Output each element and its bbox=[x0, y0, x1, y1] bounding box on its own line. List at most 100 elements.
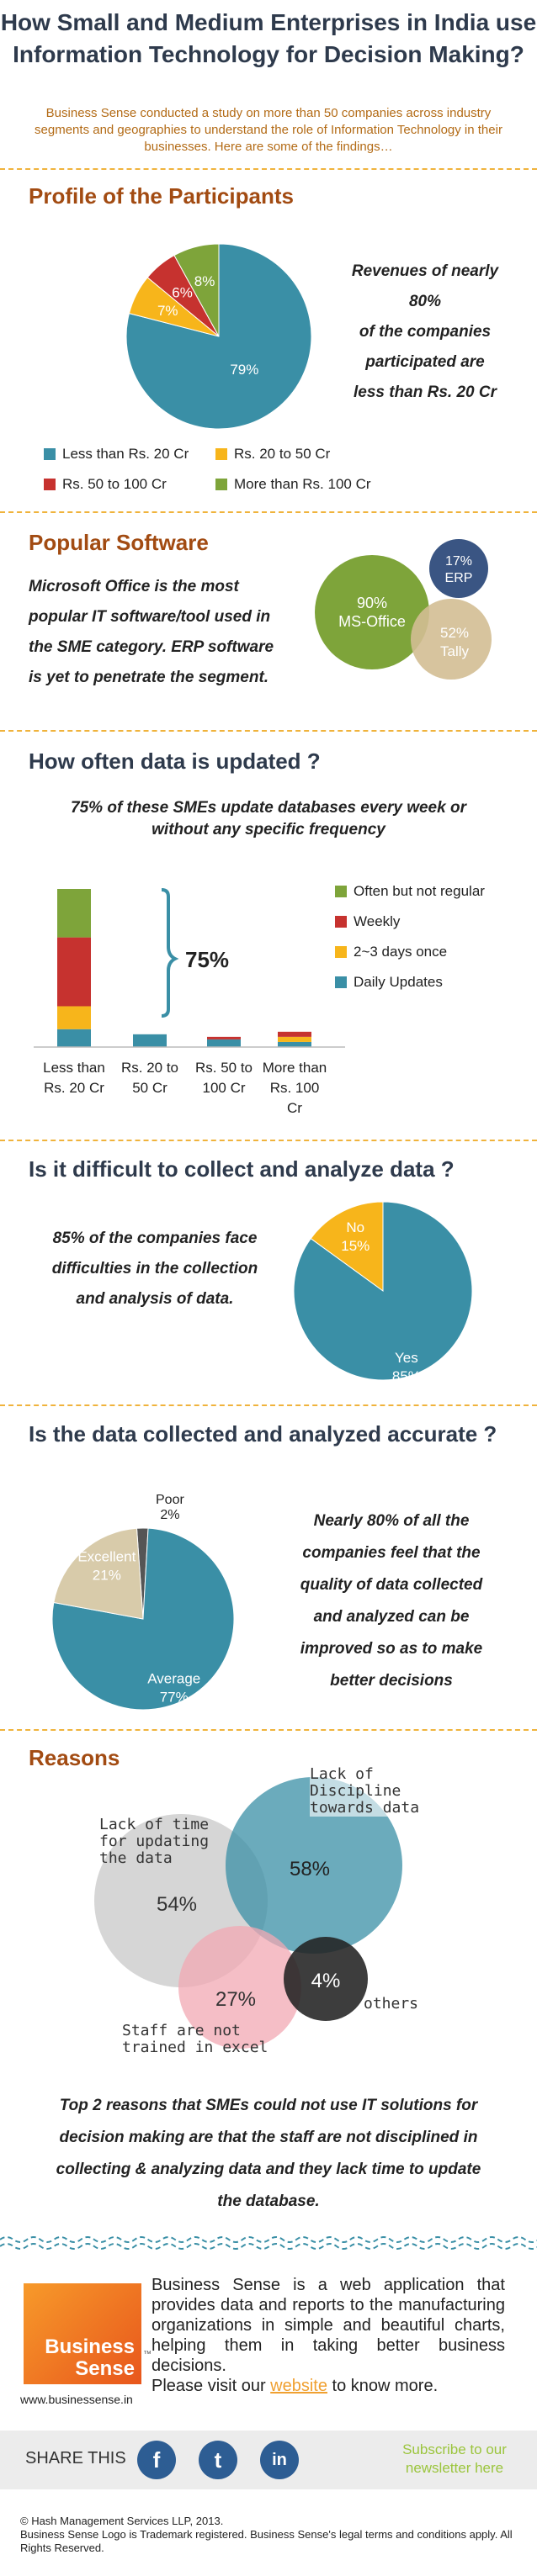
subscribe-line: Subscribe to our bbox=[402, 2441, 507, 2457]
legend-swatch bbox=[44, 479, 56, 490]
pie-slice bbox=[310, 1201, 384, 1292]
logo-tm: ™ bbox=[143, 2350, 152, 2359]
bubble-label: ERP bbox=[445, 571, 473, 585]
subscribe-line: newsletter here bbox=[405, 2460, 504, 2476]
legend-item: More than Rs. 100 Cr bbox=[215, 476, 371, 493]
update-subtitle: 75% of these SMEs update databases every… bbox=[25, 797, 512, 841]
label-time: Lack of time for updating the data bbox=[99, 1817, 209, 1867]
slice-label: No bbox=[346, 1219, 364, 1235]
bar-segment bbox=[57, 1029, 91, 1047]
category-label: Cr bbox=[287, 1100, 302, 1116]
bubble-tally bbox=[411, 599, 492, 680]
section-heading-update: How often data is updated ? bbox=[29, 748, 321, 774]
visit-suffix: to know more. bbox=[327, 2377, 439, 2395]
slice-value: 6% bbox=[172, 284, 193, 300]
accurate-text: Nearly 80% of all the companies feel tha… bbox=[269, 1505, 513, 1697]
label-others: others bbox=[364, 1995, 419, 2013]
reasons-bubble-chart: 54% 58% 27% 4% bbox=[94, 1777, 402, 2049]
bracket bbox=[161, 888, 179, 1018]
legend-label: Weekly bbox=[354, 913, 401, 929]
bracket-label: 75% bbox=[185, 947, 229, 972]
subscribe-link[interactable]: Subscribe to our newsletter here bbox=[387, 2441, 522, 2478]
twitter-icon[interactable]: t bbox=[199, 2441, 237, 2479]
bar-segment bbox=[57, 1006, 91, 1029]
label-line: Lack of time bbox=[99, 1816, 210, 1833]
logo-text: Sense bbox=[75, 2357, 135, 2380]
text-line: the SME category. ERP software bbox=[29, 638, 274, 656]
business-sense-logo: Business Sense ™ bbox=[24, 2283, 152, 2384]
slice-value: 2% bbox=[160, 1508, 180, 1522]
text-line: Microsoft Office is the most bbox=[29, 578, 239, 595]
slice-label: Excellent bbox=[77, 1549, 136, 1565]
accuracy-pie-chart: Average 77% Excellent 21% bbox=[51, 1527, 235, 1711]
divider bbox=[0, 168, 537, 170]
section-heading-difficult: Is it difficult to collect and analyze d… bbox=[29, 1156, 455, 1182]
bubble-others bbox=[284, 1937, 368, 2021]
copyright: © Hash Management Services LLP, 2013. bbox=[20, 2515, 224, 2527]
bar-segment bbox=[57, 937, 91, 1007]
bubble-value: 17% bbox=[445, 554, 472, 569]
visit-prefix: Please visit our bbox=[152, 2377, 271, 2395]
label-discipline: Lack of Discipline towards data bbox=[310, 1766, 420, 1817]
slice-value: 21% bbox=[93, 1568, 121, 1584]
section-heading-accurate: Is the data collected and analyzed accur… bbox=[29, 1421, 497, 1447]
bubble-value: 58% bbox=[290, 1858, 330, 1880]
legend-label: Rs. 50 to 100 Cr bbox=[62, 476, 167, 492]
bubble-discipline bbox=[226, 1777, 402, 1954]
footer: © Hash Management Services LLP, 2013. Bu… bbox=[20, 2515, 517, 2555]
intro-text: Business Sense conducted a study on more… bbox=[35, 106, 502, 154]
category-label: 50 Cr bbox=[132, 1080, 167, 1096]
title-line-1: How Small and Medium Enterprises in Indi… bbox=[0, 9, 537, 35]
label-line: for updating bbox=[99, 1833, 210, 1850]
bubble-value: 90% bbox=[357, 595, 387, 611]
text-line: difficulties in the collection bbox=[51, 1260, 258, 1277]
wave-divider bbox=[0, 2236, 537, 2250]
facebook-icon[interactable]: f bbox=[137, 2441, 176, 2479]
subtitle-line: without any specific frequency bbox=[152, 821, 385, 838]
legend-label: Less than Rs. 20 Cr bbox=[62, 446, 189, 462]
legend-label: Rs. 20 to 50 Cr bbox=[234, 446, 331, 462]
callout-line: Revenues of nearly bbox=[351, 262, 499, 280]
text-line: 85% of the companies face bbox=[52, 1230, 258, 1247]
text-line: popular IT software/tool used in bbox=[29, 608, 271, 626]
website-link[interactable]: website bbox=[270, 2377, 327, 2395]
legend-swatch bbox=[44, 448, 56, 460]
legend-item: 2~3 days once bbox=[335, 944, 447, 960]
linkedin-icon[interactable]: in bbox=[260, 2441, 299, 2479]
legend-swatch bbox=[335, 976, 347, 988]
bubble-erp bbox=[429, 539, 488, 598]
callout-line: less than Rs. 20 Cr bbox=[353, 383, 497, 401]
label-line: Discipline bbox=[310, 1782, 401, 1800]
text-line: Top 2 reasons that SMEs could not use IT… bbox=[59, 2097, 478, 2114]
page-title: How Small and Medium Enterprises in Indi… bbox=[0, 7, 537, 71]
legend-item: Rs. 50 to 100 Cr bbox=[44, 476, 167, 493]
slice-label: Yes bbox=[395, 1350, 418, 1366]
bar-segment bbox=[278, 1036, 311, 1042]
bubble-value: 27% bbox=[215, 1988, 256, 2011]
legend-swatch bbox=[215, 448, 227, 460]
section-heading-profile: Profile of the Participants bbox=[29, 183, 294, 209]
legend-item: Daily Updates bbox=[335, 974, 443, 991]
legend-swatch bbox=[335, 916, 347, 928]
text-line: is yet to penetrate the segment. bbox=[29, 669, 269, 686]
divider bbox=[0, 1140, 537, 1141]
slice-value: 15% bbox=[341, 1238, 370, 1254]
bar-segment bbox=[278, 1041, 311, 1047]
bubble-staff bbox=[178, 1926, 301, 2049]
legend-label: Often but not regular bbox=[354, 883, 485, 899]
subtitle-line: 75% of these SMEs update databases every… bbox=[71, 799, 466, 817]
legend-swatch bbox=[335, 946, 347, 958]
text-line: and analysis of data. bbox=[76, 1290, 234, 1308]
section-heading-software: Popular Software bbox=[29, 530, 209, 555]
difficult-text: 85% of the companies face difficulties i… bbox=[29, 1224, 281, 1314]
slice-value: 85% bbox=[392, 1368, 421, 1383]
reasons-conclusion: Top 2 reasons that SMEs could not use IT… bbox=[25, 2090, 512, 2218]
share-bar: SHARE THIS f t in Subscribe to our newsl… bbox=[0, 2431, 537, 2489]
profile-callout: Revenues of nearly 80% of the companies … bbox=[332, 257, 518, 408]
bar-segment bbox=[207, 1036, 241, 1039]
bar-segment bbox=[278, 1031, 311, 1037]
bubble-label: Tally bbox=[440, 643, 470, 659]
legend-swatch bbox=[215, 479, 227, 490]
difficulty-pie-chart: No 15% Yes 85% bbox=[293, 1201, 473, 1383]
pie-slice bbox=[293, 1201, 473, 1381]
